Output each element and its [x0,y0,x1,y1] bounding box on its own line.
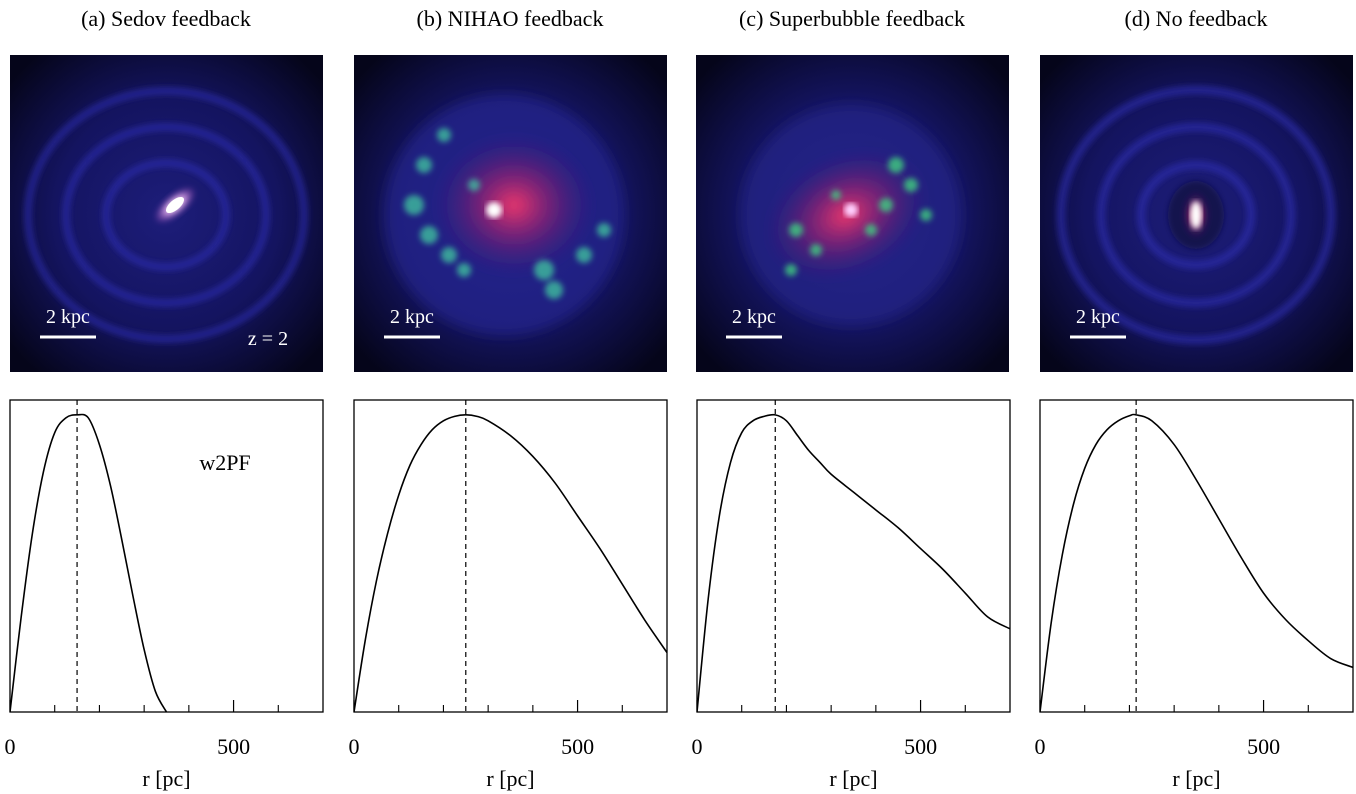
tick-label-500: 500 [1247,734,1280,759]
plot-frame [696,399,1011,713]
panel-title-b: (b) NIHAO feedback [417,6,604,31]
profile-plot-d: 0 500 r [pc] [1035,399,1354,791]
galaxy-image-d: 2 kpc [1040,55,1353,372]
scale-label-d: 2 kpc [1076,306,1120,328]
profile-plots: 0 500 r [pc] w2PF 0 500 r [pc] 0 500 r [pc] 0 500 r … [5,399,1354,791]
plot-frame [1039,399,1354,713]
profile-plot-b: 0 500 r [pc] [349,399,668,791]
scale-label-c: 2 kpc [732,306,776,328]
panel-title-d: (d) No feedback [1125,6,1268,31]
profile-plot-a: 0 500 r [pc] w2PF [5,399,324,791]
scale-label-b: 2 kpc [390,306,434,328]
x-axis-label: r [pc] [829,766,877,791]
profile-curve [10,413,168,712]
tick-label-500: 500 [561,734,594,759]
annotation-label: w2PF [199,450,250,475]
tick-label-0: 0 [5,734,16,759]
profile-curve [697,413,1010,712]
panel-title-c: (c) Superbubble feedback [739,6,965,31]
panel-title-a: (a) Sedov feedback [81,6,251,31]
redshift-label: z = 2 [248,328,288,350]
scale-label-a: 2 kpc [46,306,90,328]
profile-curve [354,414,667,712]
galaxy-image-a: 2 kpc z = 2 [10,55,323,372]
tick-label-0: 0 [692,734,703,759]
tick-label-0: 0 [1035,734,1046,759]
tick-label-500: 500 [904,734,937,759]
x-axis-label: r [pc] [1172,766,1220,791]
plot-frame [353,399,668,713]
galaxy-image-c: 2 kpc [696,55,1009,372]
plot-frame [9,399,324,713]
x-axis-label: r [pc] [142,766,190,791]
tick-label-500: 500 [217,734,250,759]
profile-plot-c: 0 500 r [pc] [692,399,1011,791]
galaxy-image-b: 2 kpc [354,55,667,372]
tick-label-0: 0 [349,734,360,759]
x-axis-label: r [pc] [486,766,534,791]
profile-curve [1040,413,1353,712]
